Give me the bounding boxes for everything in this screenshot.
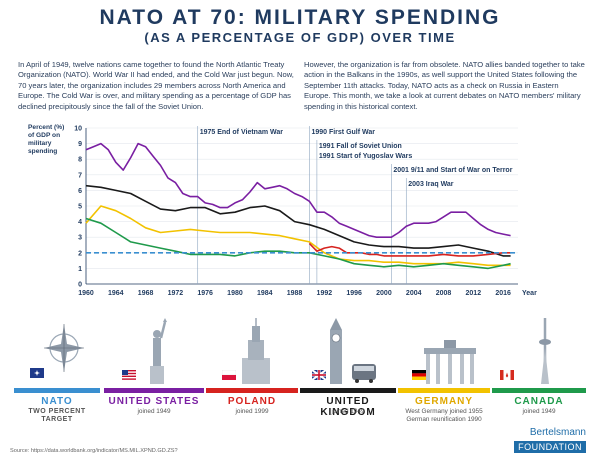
germany-color-bar [398,388,490,393]
germany-flag-icon [412,370,426,380]
x-tick-label: 2008 [436,290,452,297]
uk-color-bar [300,388,396,393]
series-line-poland [308,242,511,257]
x-tick-label: 1984 [257,290,273,297]
canada-label: CANADA [514,396,564,407]
event-label: 1990 First Gulf War [311,129,375,136]
y-tick-label: 5 [78,204,82,211]
x-tick-label: 1992 [317,290,333,297]
event-label: 1975 End of Vietnam War [200,129,284,136]
us-flag-icon [122,370,136,380]
us-color-bar [104,388,204,393]
y-tick-label: 6 [78,188,82,195]
x-tick-label: 2000 [376,290,392,297]
germany-note: West Germany joined 1955 German reunific… [405,408,483,423]
x-tick-label: 1964 [108,290,124,297]
uk-flag-icon [312,370,326,380]
event-label: 2003 Iraq War [408,181,454,188]
x-axis-label: Year [522,290,537,297]
y-tick-label: 3 [78,235,82,242]
y-axis-label: Percent (%) of GDP on military spending [28,124,65,155]
x-tick-label: 1980 [227,290,243,297]
y-tick-label: 0 [78,282,82,289]
nato-star-icon [44,324,84,372]
x-tick-label: 1996 [346,290,362,297]
foundation-logo-bottom: FOUNDATION [514,441,586,453]
foundation-logo-top: Bertelsmann [529,427,586,438]
poland-flag-icon [222,370,236,380]
big-ben-icon [330,318,376,384]
canada-note: joined 1949 [522,408,556,415]
x-tick-label: 1972 [168,290,184,297]
x-tick-label: 2012 [466,290,482,297]
nato-flag-icon [30,368,44,378]
series-line-united-states [85,142,511,238]
y-tick-label: 9 [78,141,82,148]
x-tick-label: 1976 [197,290,213,297]
page-title: NATO AT 70: MILITARY SPENDING [99,6,501,29]
poland-color-bar [206,388,298,393]
us-label: UNITED STATES [108,396,200,407]
cn-tower-icon [539,318,551,384]
page-subtitle: (AS A PERCENTAGE OF GDP) OVER TIME [144,30,456,45]
uk-label: UNITED KINGDOM [320,396,376,418]
event-label: 1991 Start of Yugoslav Wars [319,153,412,160]
source-note: Source: https://data.worldbank.org/indic… [10,448,178,454]
nato-label: NATO [41,396,73,407]
poland-note: joined 1999 [235,408,269,415]
uk-note: joined 1949 [331,408,365,415]
germany-label: GERMANY [414,396,474,407]
series-line-united-kingdom [85,184,511,257]
y-tick-label: 8 [78,157,82,164]
x-tick-label: 2004 [406,290,422,297]
event-label: 2001 9/11 and Start of War on Terror [393,167,512,174]
event-label: 1991 Fall of Soviet Union [319,143,402,150]
y-tick-label: 2 [78,250,82,257]
x-tick-label: 1968 [138,290,154,297]
nato-note: TWO PERCENT TARGET [28,408,86,423]
intro-right: However, the organization is far from ob… [304,60,585,111]
us-note: joined 1949 [137,408,171,415]
canada-color-bar [492,388,586,393]
country-legend: NATO TWO PERCENT TARGET UNITED STATES jo… [0,318,600,423]
y-tick-label: 10 [74,126,82,133]
canada-flag-icon [500,370,514,380]
y-tick-label: 4 [78,219,82,226]
statue-of-liberty-icon [150,318,167,384]
y-tick-label: 7 [78,172,82,179]
nato-color-bar [14,388,100,393]
spending-line-chart: 0 1 2 3 4 5 6 7 8 9 10 1960 1964 1968 1972 1976 1980 1984… [74,126,537,298]
palace-of-culture-icon [242,318,270,384]
x-tick-label: 2016 [495,290,511,297]
y-tick-label: 1 [78,266,82,273]
poland-label: POLAND [227,396,277,407]
x-tick-label: 1960 [78,290,94,297]
x-tick-label: 1988 [287,290,303,297]
brandenburg-gate-icon [424,340,476,384]
intro-left: In April of 1949, twelve nations came to… [18,60,294,111]
series-line-canada [85,217,511,270]
